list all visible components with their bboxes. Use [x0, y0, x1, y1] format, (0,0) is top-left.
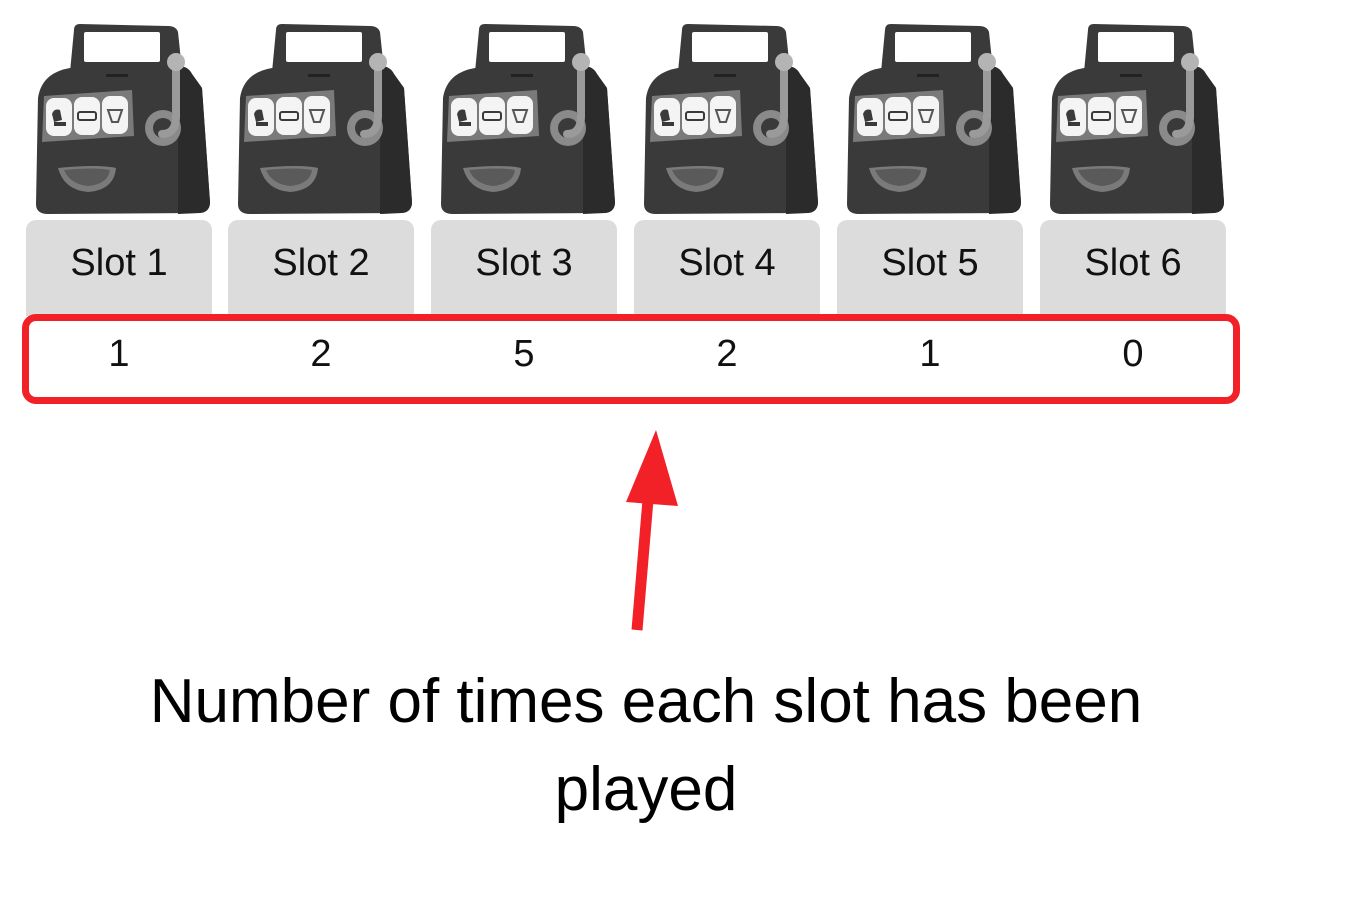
slot-5-button[interactable]: Slot 5: [837, 220, 1023, 316]
slot-2-play-count: 2: [310, 333, 332, 375]
slot-2-button[interactable]: Slot 2: [228, 220, 414, 316]
slot-1-play-count: 1: [108, 333, 130, 375]
slot-machine-icon: [636, 18, 822, 218]
arrow-up-icon: [626, 430, 678, 631]
slot-machine-icon: [1042, 18, 1228, 218]
slot-machine-icon: [839, 18, 1025, 218]
slot-4-play-count: 2: [716, 333, 738, 375]
annotation-caption: Number of times each slot has been playe…: [149, 667, 1143, 824]
slot-3-button[interactable]: Slot 3: [431, 220, 617, 316]
slot-1-button[interactable]: Slot 1: [26, 220, 212, 316]
slot-machine-icon: [433, 18, 619, 218]
play-count-highlight-box: [22, 314, 1240, 404]
slot-machine-icon: [28, 18, 214, 218]
slot-6-button[interactable]: Slot 6: [1040, 220, 1226, 316]
slot-3-play-count: 5: [513, 333, 535, 375]
slot-5-play-count: 1: [919, 333, 941, 375]
slot-4-button[interactable]: Slot 4: [634, 220, 820, 316]
slot-6-play-count: 0: [1122, 333, 1144, 375]
slot-machine-icon: [230, 18, 416, 218]
